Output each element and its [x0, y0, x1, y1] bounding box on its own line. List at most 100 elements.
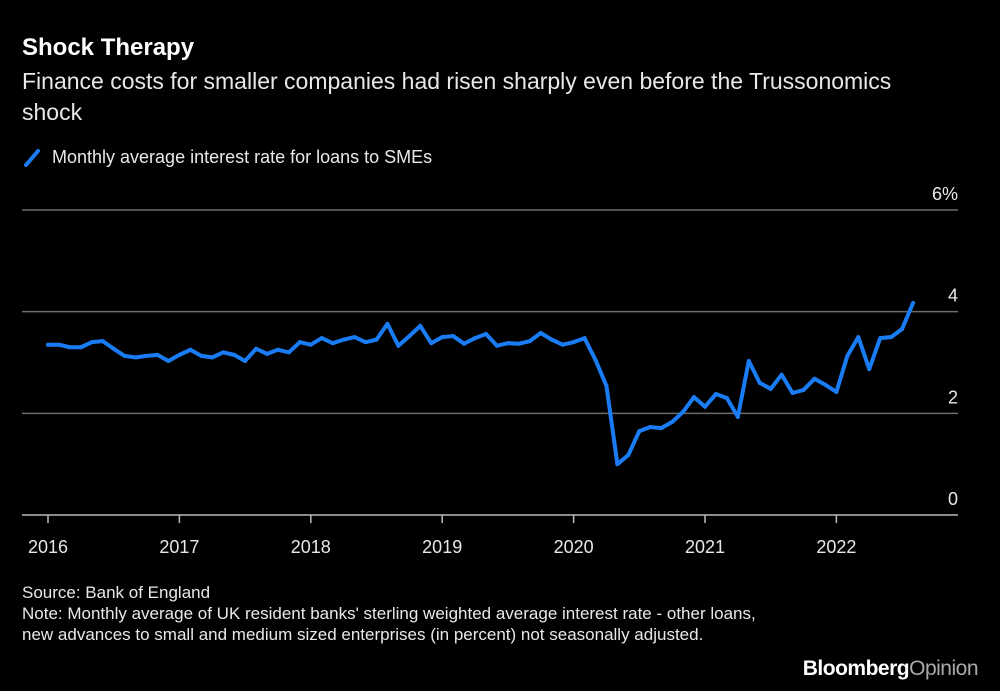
data-point [210, 355, 215, 360]
x-tick-label: 2016 [28, 537, 68, 557]
data-point [801, 387, 806, 392]
data-point [473, 336, 478, 341]
data-point [626, 453, 631, 458]
data-point [275, 347, 280, 352]
data-point [363, 340, 368, 345]
data-point [867, 367, 872, 372]
data-point [396, 343, 401, 348]
data-point [889, 335, 894, 340]
data-point [188, 347, 193, 352]
data-point [407, 334, 412, 339]
x-tick-label: 2022 [816, 537, 856, 557]
data-point [790, 391, 795, 395]
data-point [713, 392, 718, 397]
data-point [746, 358, 751, 363]
legend: Monthly average interest rate for loans … [22, 147, 432, 168]
data-point [122, 353, 127, 358]
x-tick-label: 2019 [422, 537, 462, 557]
data-point [900, 326, 905, 331]
data-point [265, 351, 269, 356]
legend-label: Monthly average interest rate for loans … [52, 147, 433, 167]
data-point [911, 301, 916, 306]
data-point [823, 382, 828, 387]
source-text: Source: Bank of England [22, 583, 211, 602]
data-point [845, 353, 850, 358]
data-point [593, 357, 598, 362]
x-tick-label: 2021 [685, 537, 725, 557]
data-point [812, 376, 817, 381]
data-point [177, 352, 182, 357]
bloomberg-opinion-logo: BloombergOpinion [802, 657, 979, 681]
data-point [221, 350, 226, 355]
data-point [46, 342, 50, 347]
data-point [757, 380, 762, 385]
data-point [724, 396, 729, 401]
y-tick-label: 4 [948, 286, 958, 306]
data-point [374, 337, 379, 342]
data-point [144, 353, 149, 358]
note-text: Note: Monthly average of UK resident ban… [22, 604, 756, 644]
data-point [254, 346, 259, 351]
data-point [494, 343, 499, 348]
data-point [330, 341, 335, 346]
data-point [67, 345, 72, 350]
x-tick-label: 2020 [554, 537, 594, 557]
data-point [440, 335, 445, 340]
data-point [243, 358, 248, 363]
data-point [319, 336, 324, 341]
data-point [735, 414, 740, 419]
data-point [78, 345, 83, 350]
data-point [451, 334, 456, 339]
chart-subtitle: Finance costs for smaller companies had … [22, 68, 892, 125]
x-tick-label: 2018 [291, 537, 331, 557]
data-point [308, 342, 313, 347]
data-point [549, 337, 554, 342]
data-point [582, 336, 587, 341]
x-tick-label: 2017 [159, 537, 199, 557]
data-point [538, 331, 543, 336]
data-point [779, 372, 784, 377]
data-point [385, 321, 390, 326]
data-point [286, 350, 291, 355]
data-point [89, 340, 94, 345]
chart-title: Shock Therapy [22, 34, 195, 61]
footer: Source: Bank of England Note: Monthly av… [22, 582, 782, 645]
data-point [166, 358, 171, 363]
data-point [692, 395, 697, 400]
data-point [199, 353, 204, 358]
data-point [637, 429, 642, 434]
logo-suffix: Opinion [909, 657, 978, 680]
data-point [429, 341, 434, 346]
logo-brand: Bloomberg [802, 657, 910, 680]
data-point [462, 341, 467, 346]
data-point [111, 346, 116, 351]
data-point [659, 426, 664, 431]
data-point [571, 340, 576, 345]
data-point [648, 425, 653, 430]
data-point [100, 339, 105, 344]
data-point [560, 342, 565, 347]
data-point [615, 462, 620, 467]
data-point [418, 323, 423, 328]
data-point [133, 355, 138, 360]
series-line [46, 301, 916, 467]
y-tick-label: 2 [948, 387, 958, 407]
data-point [703, 404, 707, 409]
data-point [505, 341, 510, 346]
data-point [297, 340, 302, 345]
data-point [834, 389, 839, 394]
data-point [352, 335, 357, 340]
data-point [604, 383, 609, 388]
legend-swatch-icon [24, 148, 40, 167]
data-point [232, 352, 237, 357]
data-point [856, 335, 861, 340]
data-point [341, 337, 346, 342]
y-tick-label: 0 [948, 489, 958, 509]
data-point [155, 352, 160, 357]
y-tick-label: 6% [932, 184, 958, 204]
data-point [484, 332, 488, 337]
data-point [878, 336, 883, 341]
data-point [527, 339, 532, 344]
